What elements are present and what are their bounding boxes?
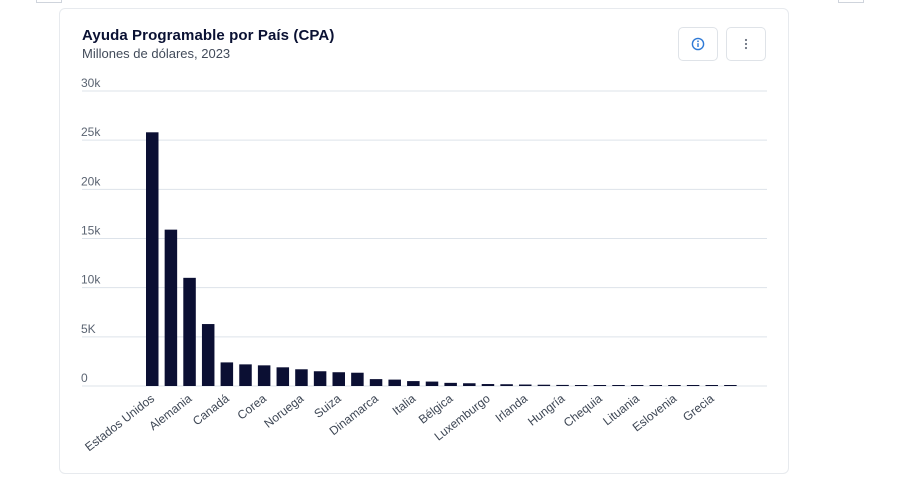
chart-title: Ayuda Programable por País (CPA): [82, 27, 335, 44]
y-tick-label: 15k: [81, 224, 101, 238]
x-category-label: Noruega: [261, 391, 306, 431]
bar[interactable]: [500, 384, 513, 386]
bar[interactable]: [313, 371, 327, 386]
bar[interactable]: [164, 229, 178, 386]
bar[interactable]: [593, 385, 607, 386]
bar[interactable]: [369, 379, 383, 386]
bar[interactable]: [425, 381, 439, 386]
x-category-label: Hungría: [525, 391, 568, 429]
bar[interactable]: [630, 385, 644, 386]
bar[interactable]: [724, 385, 737, 386]
x-category-label: Alemania: [146, 391, 194, 433]
x-category-label: Italia: [390, 391, 419, 418]
bar[interactable]: [668, 385, 681, 386]
y-tick-label: 25k: [81, 125, 101, 139]
y-tick-label: 5K: [81, 322, 96, 336]
bar[interactable]: [705, 385, 719, 386]
top-right-edge: [838, 0, 864, 3]
bar[interactable]: [612, 385, 625, 386]
more-options-button[interactable]: [726, 27, 766, 61]
bar[interactable]: [537, 384, 551, 386]
x-category-label: Grecia: [680, 391, 717, 424]
bar[interactable]: [146, 132, 159, 386]
y-tick-label: 20k: [81, 174, 101, 188]
bar[interactable]: [183, 277, 196, 386]
bar[interactable]: [463, 383, 476, 386]
x-category-label: Irlanda: [493, 391, 531, 425]
bar[interactable]: [257, 365, 271, 386]
x-category-label: Canadá: [190, 391, 232, 428]
chart-subtitle: Millones de dólares, 2023: [82, 46, 231, 61]
y-tick-label: 30k: [81, 76, 101, 90]
bar[interactable]: [481, 384, 495, 386]
bar[interactable]: [556, 384, 569, 386]
kebab-menu-icon: [743, 37, 749, 51]
top-left-edge: [36, 0, 62, 3]
bar[interactable]: [649, 385, 663, 386]
bar[interactable]: [574, 385, 588, 386]
bar[interactable]: [295, 369, 308, 386]
info-circle-icon: [691, 37, 705, 51]
bar[interactable]: [686, 385, 700, 386]
bar[interactable]: [276, 367, 290, 386]
x-category-label: Chequia: [561, 391, 605, 430]
bar[interactable]: [201, 324, 215, 386]
bar[interactable]: [239, 364, 252, 386]
bar[interactable]: [407, 381, 420, 386]
bar[interactable]: [351, 372, 364, 386]
y-tick-label: 0: [81, 371, 88, 385]
bar[interactable]: [388, 379, 401, 386]
info-button[interactable]: [678, 27, 718, 61]
bar[interactable]: [332, 372, 346, 386]
chart-card: Ayuda Programable por País (CPA) Millone…: [59, 8, 789, 474]
bar[interactable]: [519, 384, 532, 386]
y-tick-label: 10k: [81, 273, 101, 287]
bar[interactable]: [444, 382, 457, 386]
bar[interactable]: [220, 362, 234, 386]
